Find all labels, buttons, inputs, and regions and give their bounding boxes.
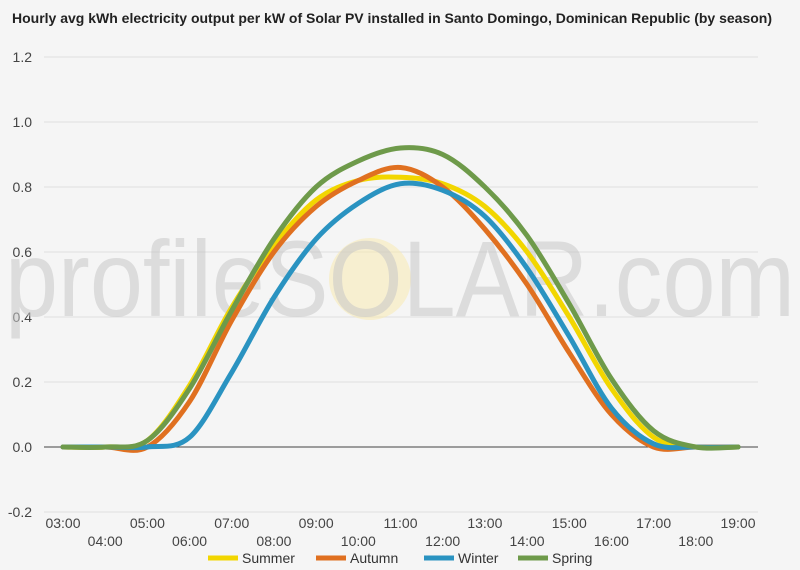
watermark-text: profileSOLAR.com <box>5 218 795 339</box>
x-tick-label: 03:00 <box>45 515 80 531</box>
x-tick-label: 17:00 <box>636 515 671 531</box>
x-tick-label: 07:00 <box>214 515 249 531</box>
watermark-sun <box>329 238 411 320</box>
legend: Summer Autumn Winter Spring <box>208 550 592 566</box>
x-axis-ticks: 03:00 04:00 05:00 06:00 07:00 08:00 09:00 10:00… <box>45 515 755 549</box>
series-line-winter <box>60 180 741 451</box>
x-tick-label: 12:00 <box>425 533 460 549</box>
x-tick-label: 18:00 <box>678 533 713 549</box>
legend-label-summer: Summer <box>242 550 295 566</box>
legend-label-winter: Winter <box>458 550 499 566</box>
y-tick-label: 0.0 <box>13 439 33 455</box>
y-tick-label: 1.0 <box>13 114 33 130</box>
x-tick-label: 16:00 <box>594 533 629 549</box>
x-tick-label: 04:00 <box>88 533 123 549</box>
x-tick-label: 14:00 <box>510 533 545 549</box>
x-tick-label: 10:00 <box>341 533 376 549</box>
chart-title: Hourly avg kWh electricity output per kW… <box>12 10 772 26</box>
x-tick-label: 11:00 <box>384 515 418 531</box>
y-tick-label: -0.2 <box>8 504 32 520</box>
series-line-spring <box>60 145 741 451</box>
x-tick-label: 19:00 <box>720 515 755 531</box>
watermark: profileSOLAR.com <box>5 218 795 339</box>
x-tick-label: 08:00 <box>256 533 291 549</box>
series-lines <box>60 145 741 453</box>
x-tick-label: 13:00 <box>467 515 502 531</box>
y-tick-label: 1.2 <box>13 49 33 65</box>
y-tick-label: 0.8 <box>13 179 33 195</box>
x-tick-label: 06:00 <box>172 533 207 549</box>
series-line-autumn <box>60 164 741 453</box>
x-tick-label: 05:00 <box>130 515 165 531</box>
legend-label-spring: Spring <box>552 550 592 566</box>
y-tick-label: 0.2 <box>13 374 33 390</box>
y-axis-ticks: -0.2 0.0 0.2 0.4 0.6 0.8 1.0 1.2 <box>8 49 32 520</box>
y-tick-label: 0.6 <box>13 244 33 260</box>
legend-label-autumn: Autumn <box>350 550 398 566</box>
y-tick-label: 0.4 <box>13 309 33 325</box>
x-tick-label: 15:00 <box>552 515 587 531</box>
x-tick-label: 09:00 <box>299 515 334 531</box>
